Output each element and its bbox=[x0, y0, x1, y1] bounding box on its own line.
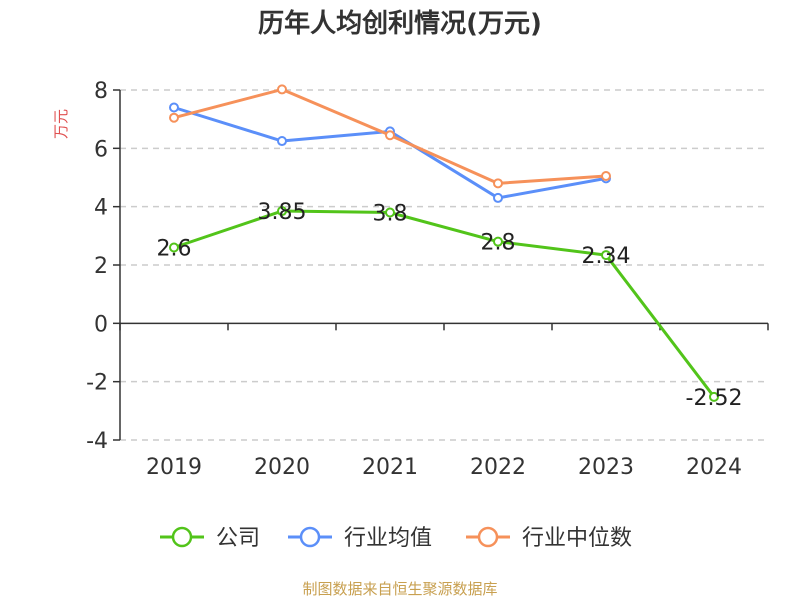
legend-label: 公司 bbox=[216, 526, 260, 551]
y-tick-label: 4 bbox=[94, 196, 108, 221]
data-point[interactable] bbox=[493, 192, 503, 203]
legend-item[interactable]: 公司 bbox=[160, 526, 260, 551]
x-tick-label: 2020 bbox=[254, 455, 310, 480]
gridlines bbox=[120, 89, 768, 441]
data-point[interactable] bbox=[277, 136, 287, 147]
legend-item[interactable]: 行业中位数 bbox=[466, 526, 632, 551]
data-labels: 2.6 3.85 3.8 2.8 2.34 -2.52 bbox=[157, 200, 743, 411]
legend[interactable]: 公司 行业均值 行业中位数 bbox=[160, 526, 632, 551]
data-point[interactable] bbox=[493, 236, 503, 247]
legend-marker bbox=[299, 526, 321, 548]
x-tick-label: 2019 bbox=[146, 455, 202, 480]
data-point[interactable] bbox=[385, 130, 395, 141]
series-group bbox=[169, 84, 719, 402]
data-point[interactable] bbox=[169, 102, 179, 113]
data-label: 2.6 bbox=[157, 237, 192, 262]
y-tick-label: 8 bbox=[94, 79, 108, 104]
y-tick-label: 2 bbox=[94, 254, 108, 279]
legend-label: 行业均值 bbox=[344, 526, 432, 551]
data-label: 2.34 bbox=[582, 244, 631, 269]
data-point[interactable] bbox=[277, 84, 287, 95]
data-point[interactable] bbox=[169, 242, 179, 253]
x-tick-label: 2022 bbox=[470, 455, 526, 480]
y-axis-label: 万元 bbox=[52, 109, 70, 139]
legend-item[interactable]: 行业均值 bbox=[288, 526, 432, 551]
x-tick-label: 2024 bbox=[686, 455, 742, 480]
data-point[interactable] bbox=[601, 250, 611, 261]
y-tick-label: 0 bbox=[94, 312, 108, 337]
data-point[interactable] bbox=[709, 391, 719, 402]
data-label: 3.85 bbox=[258, 200, 307, 225]
legend-marker bbox=[477, 526, 499, 548]
data-point[interactable] bbox=[385, 207, 395, 218]
data-point[interactable] bbox=[169, 112, 179, 123]
data-point[interactable] bbox=[493, 178, 503, 189]
series-line bbox=[173, 209, 716, 398]
data-label: 3.8 bbox=[373, 202, 408, 227]
legend-label: 行业中位数 bbox=[522, 526, 632, 551]
x-tick-label: 2023 bbox=[578, 455, 634, 480]
y-tick-label: -2 bbox=[86, 371, 108, 396]
source-note: 制图数据来自恒生聚源数据库 bbox=[302, 580, 497, 598]
series-line bbox=[173, 106, 607, 200]
chart-title: 历年人均创利情况(万元) bbox=[258, 8, 542, 39]
data-label: -2.52 bbox=[686, 386, 743, 411]
y-tick-label: 6 bbox=[94, 137, 108, 162]
data-label: 2.8 bbox=[481, 231, 516, 256]
axes: -4 -2 0 2 4 6 8 2019 2020 2021 2022 2023 2024 bbox=[86, 79, 769, 480]
data-point[interactable] bbox=[601, 171, 611, 182]
data-point[interactable] bbox=[277, 206, 287, 217]
y-tick-label: -4 bbox=[86, 429, 108, 454]
legend-marker bbox=[171, 526, 193, 548]
x-tick-label: 2021 bbox=[362, 455, 418, 480]
